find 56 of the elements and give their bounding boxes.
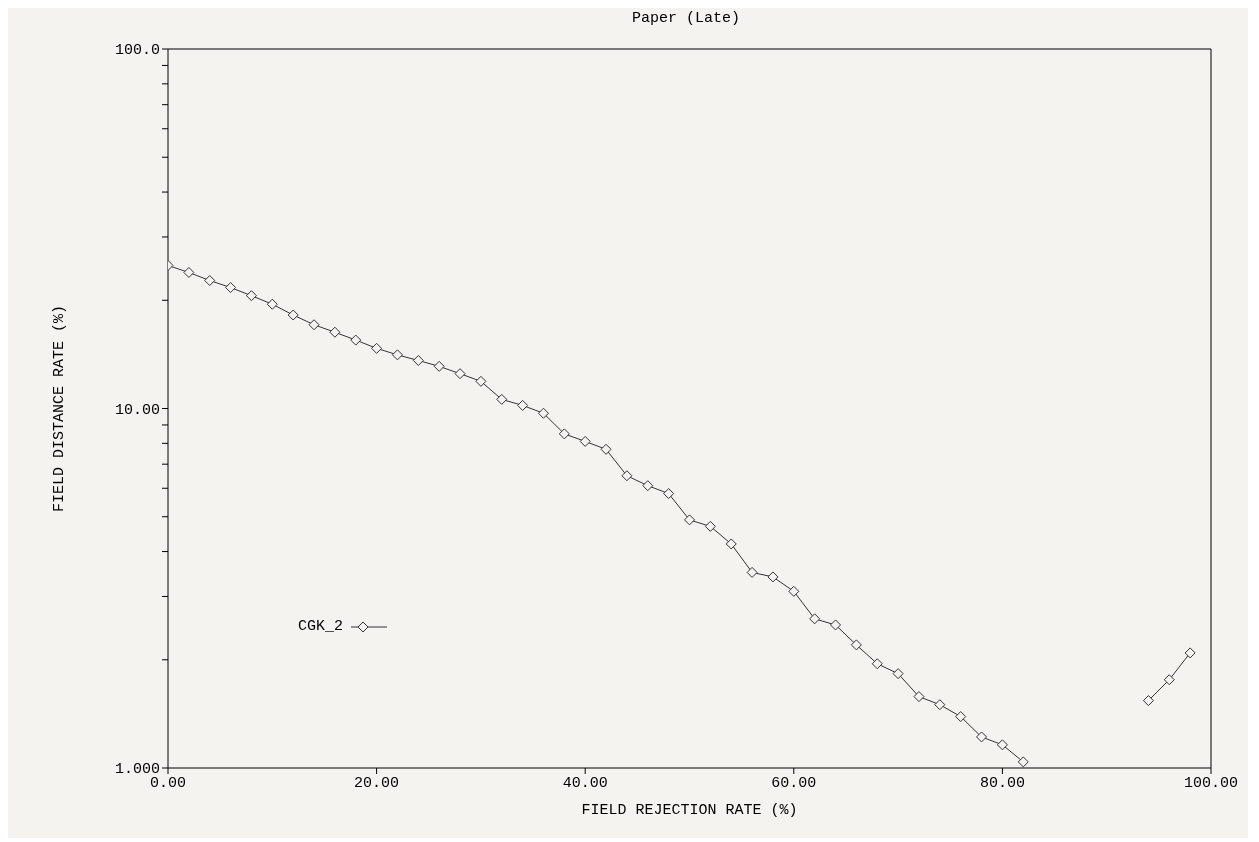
chart-title: Paper (Late) [631,10,741,27]
x-tick-label: 20.00 [354,774,400,792]
point [183,266,195,278]
point [704,520,716,532]
point [788,585,800,597]
point [600,443,612,455]
legend-label: CGK_2 [298,618,344,635]
point [746,566,758,578]
point [350,334,362,346]
x-tick-label: 60.00 [771,774,817,792]
point [371,342,383,354]
x-tick-label: 0.00 [149,774,187,792]
y-tick-label: 10.00 [114,401,160,419]
y-tick-label: 100.0 [114,42,160,60]
x-tick-label: 40.00 [562,774,608,792]
point [830,619,842,631]
point [1184,647,1196,659]
point [204,275,216,287]
point [433,360,445,372]
point [391,349,403,361]
point [517,399,529,411]
point [579,435,591,447]
point [1142,695,1154,707]
point [934,699,946,711]
point [767,571,779,583]
point [1017,756,1029,768]
point [871,658,883,670]
point [955,711,967,723]
point [892,668,904,680]
point [266,298,278,310]
point [684,514,695,526]
point [287,309,299,321]
x-tick-label: 80.00 [979,774,1025,792]
point [496,393,508,405]
point [1163,674,1175,686]
point [537,407,549,419]
point [996,739,1008,751]
x-axis-title: FIELD REJECTION RATE (%) [581,802,798,819]
point [621,470,633,482]
point [454,368,466,380]
point [245,290,257,302]
point [308,319,320,331]
point [725,538,737,550]
point [558,428,570,440]
point [329,326,341,338]
point [475,375,487,387]
point [663,488,675,500]
point [809,613,821,625]
point [225,282,237,294]
y-axis-title: FIELD DISTANCE RATE (%) [51,304,69,513]
point [412,354,424,366]
point [642,480,654,492]
point [850,639,862,651]
point [913,691,925,703]
x-tick-label: 100.00 [1183,774,1239,792]
point [976,731,988,743]
